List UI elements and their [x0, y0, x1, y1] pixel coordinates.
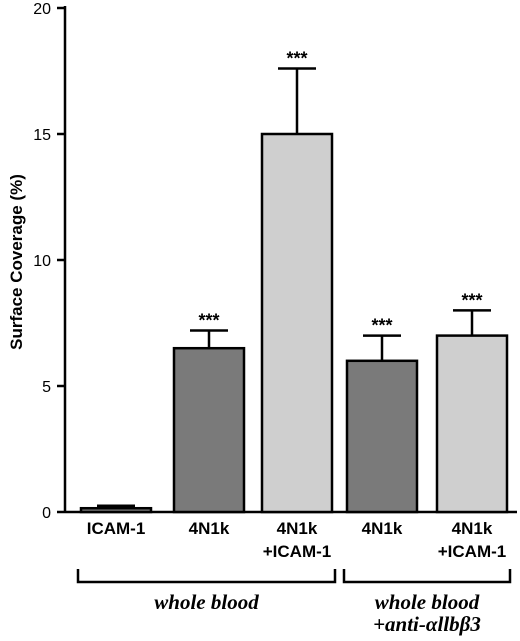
group-label: +anti-αllbβ3	[373, 612, 481, 636]
group-bracket	[76, 569, 337, 584]
bar	[260, 132, 334, 514]
bars	[79, 67, 509, 514]
y-axis-label: Surface Coverage (%)	[7, 174, 26, 350]
y-tick-label: 20	[33, 1, 51, 18]
bar	[79, 506, 153, 514]
y-tick-label: 15	[33, 127, 51, 144]
y-tick-label: 5	[42, 379, 51, 396]
y-tick-label: 10	[33, 253, 51, 270]
category-label: +ICAM-1	[438, 542, 506, 561]
bar	[172, 346, 246, 514]
category-label: 4N1k	[452, 519, 493, 538]
y-tick-label: 0	[42, 505, 51, 522]
significance-label: ***	[461, 290, 482, 310]
category-label: 4N1k	[362, 519, 403, 538]
bar	[435, 334, 509, 514]
category-label: +ICAM-1	[263, 542, 331, 561]
category-label: 4N1k	[189, 519, 230, 538]
significance-label: ***	[371, 316, 392, 336]
group-label: whole blood	[375, 590, 480, 614]
labels: ICAM-1 *** 4N1k *** 4N1k +ICAM-1 *** 4N1k *** 4N1…	[76, 48, 512, 636]
category-label: ICAM-1	[87, 519, 146, 538]
significance-label: ***	[198, 311, 219, 331]
significance-label: ***	[286, 48, 307, 68]
group-label: whole blood	[154, 590, 259, 614]
category-label: 4N1k	[277, 519, 318, 538]
group-bracket	[342, 569, 512, 584]
bar	[345, 359, 419, 514]
